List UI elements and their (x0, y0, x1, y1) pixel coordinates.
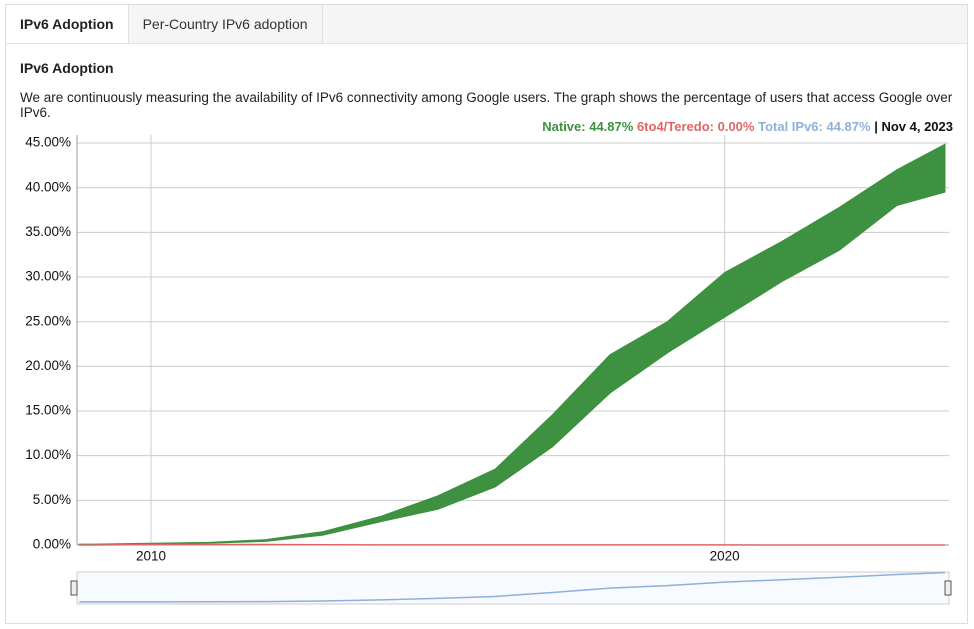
tab-bar: IPv6 Adoption Per-Country IPv6 adoption (6, 5, 967, 44)
tab[interactable]: Per-Country IPv6 adoption (129, 5, 323, 43)
navigator (76, 571, 950, 605)
panel: IPv6 Adoption Per-Country IPv6 adoption … (5, 4, 968, 624)
y-tick-label: 10.00% (25, 447, 71, 462)
y-tick-label: 0.00% (33, 537, 71, 552)
legend: Native: 44.87% 6to4/Teredo: 0.00% Total … (542, 119, 953, 134)
navigator-line (79, 571, 946, 603)
y-tick-label: 35.00% (25, 224, 71, 239)
legend-date: | Nov 4, 2023 (874, 119, 953, 134)
area (78, 143, 946, 546)
y-tick-label: 5.00% (33, 492, 71, 507)
legend-native: Native: 44.87% (542, 119, 634, 134)
x-tick-label: 2010 (136, 549, 166, 564)
section-title: IPv6 Adoption (20, 60, 114, 76)
y-tick-label: 45.00% (25, 135, 71, 150)
tab[interactable]: IPv6 Adoption (6, 5, 129, 43)
y-tick-label: 20.00% (25, 358, 71, 373)
y-tick-label: 30.00% (25, 269, 71, 284)
legend-total: Total IPv6: 44.87% (758, 119, 871, 134)
y-tick-label: 15.00% (25, 403, 71, 418)
navigator-handle[interactable] (70, 580, 78, 596)
description: We are continuously measuring the availa… (20, 90, 953, 120)
legend-teredo: 6to4/Teredo: 0.00% (636, 119, 755, 134)
x-tick-label: 2020 (710, 549, 740, 564)
navigator-handle[interactable] (944, 580, 952, 596)
y-tick-label: 40.00% (25, 179, 71, 194)
y-tick-label: 25.00% (25, 313, 71, 328)
